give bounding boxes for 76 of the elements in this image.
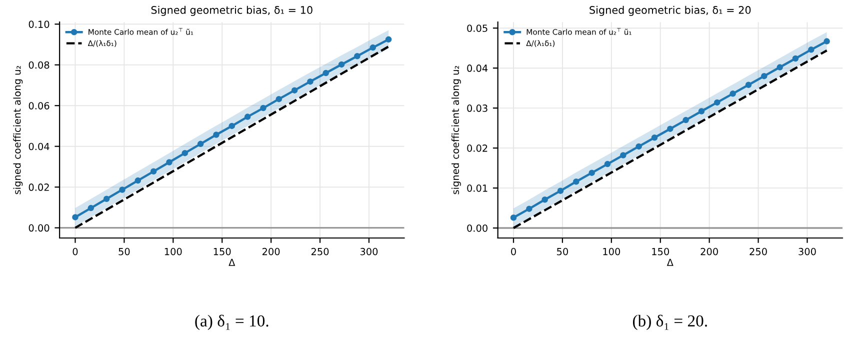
point xyxy=(213,132,220,138)
point xyxy=(698,108,705,114)
y-tick-label: 0.02 xyxy=(467,144,488,152)
x-tick-label: 150 xyxy=(214,248,231,256)
point xyxy=(526,206,532,212)
point xyxy=(244,114,251,120)
x-axis-title: Δ xyxy=(666,258,674,266)
point xyxy=(730,90,736,97)
x-tick-label: 300 xyxy=(798,248,816,256)
x-tick-label: 100 xyxy=(603,248,620,256)
point xyxy=(276,96,282,102)
x-tick-label: 0 xyxy=(72,248,78,256)
point xyxy=(370,44,376,51)
point xyxy=(620,152,626,158)
text: (a) δ₁ = 10. xyxy=(195,314,268,330)
point xyxy=(134,177,142,184)
point xyxy=(182,150,188,156)
y-tick-label: 0.10 xyxy=(28,20,50,28)
point xyxy=(307,78,314,85)
point xyxy=(119,186,126,193)
y-tick-label: 0.05 xyxy=(467,24,488,32)
x-tick-label: 200 xyxy=(700,248,718,256)
point xyxy=(385,36,392,43)
y-tick-label: 0.06 xyxy=(28,102,50,110)
chart-title: Signed geometric bias, δ₁ = 10 xyxy=(151,6,312,16)
point xyxy=(573,178,580,185)
y-tick-label: 0.02 xyxy=(28,184,49,191)
point xyxy=(557,188,564,194)
point xyxy=(166,159,172,166)
point xyxy=(824,38,830,44)
point xyxy=(88,204,94,212)
point xyxy=(103,196,110,202)
point xyxy=(808,46,814,53)
point xyxy=(338,61,345,68)
point xyxy=(714,99,720,106)
y-tick-label: 0.00 xyxy=(28,224,50,232)
point xyxy=(792,55,799,62)
y-tick-label: 0.04 xyxy=(28,142,50,150)
point xyxy=(150,168,157,175)
y-axis-title: signed coefficient along u₂ xyxy=(452,66,461,194)
x-tick-label: 300 xyxy=(360,248,378,256)
y-tick-label: 0.03 xyxy=(467,104,488,112)
point xyxy=(588,170,595,176)
point xyxy=(291,87,298,94)
point xyxy=(761,72,768,80)
point xyxy=(72,214,78,220)
point xyxy=(776,64,783,70)
point xyxy=(745,82,752,88)
point xyxy=(682,116,689,124)
y-tick-label: 0.04 xyxy=(467,64,488,72)
text: (b) δ₁ = 20. xyxy=(632,314,707,330)
point xyxy=(667,126,674,132)
point xyxy=(636,143,642,150)
point xyxy=(542,196,548,203)
x-tick-label: 50 xyxy=(557,248,568,256)
y-tick-label: 0.01 xyxy=(467,184,488,192)
x-tick-label: 0 xyxy=(511,248,516,256)
y-tick-label: 0.08 xyxy=(28,61,50,69)
x-tick-label: 50 xyxy=(118,248,130,256)
point xyxy=(354,52,360,60)
point xyxy=(651,134,658,141)
chart-title: Signed geometric bias, δ₁ = 20 xyxy=(590,6,751,16)
x-tick-label: 100 xyxy=(164,248,182,256)
point xyxy=(228,122,236,130)
point xyxy=(510,214,517,221)
point xyxy=(604,160,611,168)
y-tick-label: 0.00 xyxy=(467,224,488,232)
x-tick-label: 200 xyxy=(262,248,280,256)
x-tick-label: 250 xyxy=(311,248,329,256)
point xyxy=(197,140,204,148)
point xyxy=(260,104,266,112)
y-axis-title: signed coefficient along u₂ xyxy=(13,66,23,194)
x-tick-label: 150 xyxy=(652,248,670,256)
x-axis-title: Δ xyxy=(228,258,236,266)
point xyxy=(322,70,330,76)
x-tick-label: 250 xyxy=(750,248,767,256)
